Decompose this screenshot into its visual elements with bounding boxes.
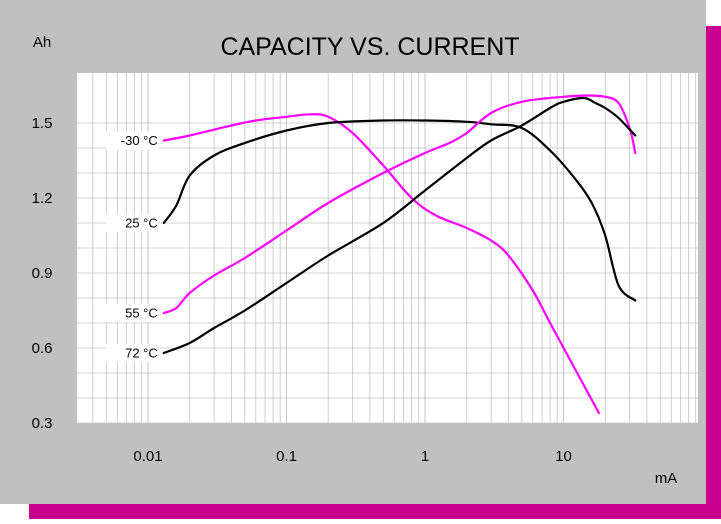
series-label-bg xyxy=(105,304,158,322)
x-axis-label: mA xyxy=(655,470,678,487)
series-labels: -30 °C 25 °C 55 °C 72 °C xyxy=(105,131,158,362)
y-tick-label: 0.6 xyxy=(32,340,53,357)
y-axis-label: Ah xyxy=(33,34,51,51)
series-label-1: 25 °C xyxy=(125,216,158,231)
series-line-2 xyxy=(162,94,637,315)
curves xyxy=(162,94,637,415)
x-tick-label: 1 xyxy=(421,448,429,465)
y-tick-label: 1.2 xyxy=(32,190,53,207)
series-label-0: -30 °C xyxy=(121,133,158,148)
chart-title: CAPACITY VS. CURRENT xyxy=(220,33,519,61)
series-label-3: 72 °C xyxy=(125,346,158,361)
series-label-bg xyxy=(105,131,158,150)
x-tick-label: 0.01 xyxy=(133,448,162,465)
x-tick-label: 10 xyxy=(555,448,572,465)
y-tick-label: 1.5 xyxy=(32,115,53,132)
tick-labels: 0.01 0.1 1 10 0.3 0.6 0.9 1.2 1.5 xyxy=(32,115,572,465)
series-label-bg xyxy=(105,214,158,232)
series-line-0 xyxy=(162,113,600,415)
series-line-1 xyxy=(162,119,637,302)
y-tick-label: 0.3 xyxy=(32,415,53,432)
y-tick-label: 0.9 xyxy=(32,265,53,282)
x-tick-label: 0.1 xyxy=(276,448,297,465)
series-label-bg xyxy=(105,344,158,362)
series-line-3 xyxy=(162,96,637,355)
series-label-2: 55 °C xyxy=(125,306,158,321)
